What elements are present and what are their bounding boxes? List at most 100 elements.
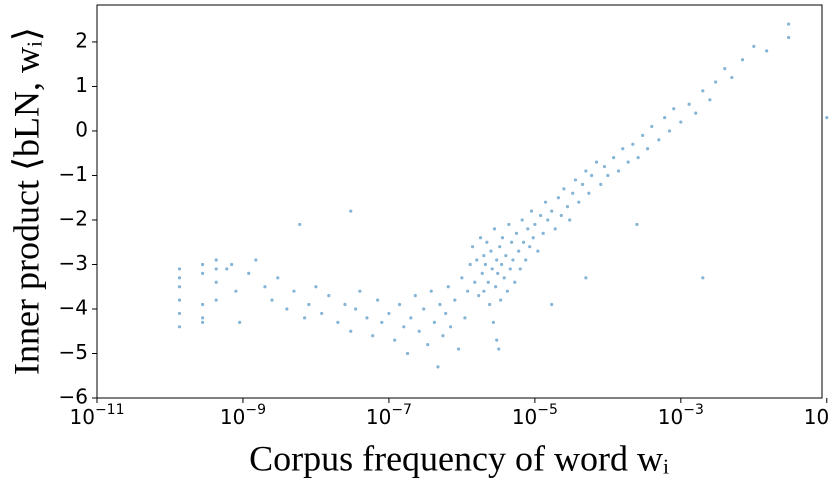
- point: [444, 311, 448, 316]
- point: [531, 236, 535, 240]
- y-tick-label: 2: [75, 28, 88, 52]
- point: [285, 307, 289, 311]
- point: [621, 147, 625, 151]
- point: [247, 271, 251, 275]
- point: [409, 316, 413, 320]
- point: [214, 258, 218, 262]
- point: [422, 307, 426, 311]
- point: [573, 178, 578, 182]
- point: [466, 289, 470, 293]
- point: [177, 285, 182, 289]
- point: [358, 289, 362, 293]
- point: [587, 191, 591, 195]
- point: [565, 205, 570, 209]
- point: [494, 285, 498, 289]
- x-tick-label: 10−5: [512, 402, 558, 429]
- point: [518, 267, 522, 271]
- point: [524, 258, 528, 262]
- x-tick-label: 10−11: [70, 402, 125, 429]
- y-tick-label: −1: [59, 162, 88, 186]
- point: [500, 236, 505, 240]
- point: [626, 160, 630, 164]
- point: [584, 276, 588, 280]
- point: [230, 262, 234, 267]
- point: [636, 156, 640, 160]
- y-tick-label: −2: [59, 206, 88, 230]
- point: [177, 267, 182, 271]
- point: [429, 289, 433, 293]
- point: [405, 351, 410, 356]
- point: [602, 164, 607, 169]
- y-tick-label: −6: [59, 385, 88, 409]
- point: [635, 222, 639, 227]
- point: [438, 302, 442, 307]
- point: [687, 102, 691, 106]
- point: [460, 276, 464, 280]
- point: [456, 347, 461, 351]
- point: [657, 138, 661, 142]
- x-tick-label: 10−9: [220, 402, 266, 429]
- point: [752, 44, 756, 48]
- y-axis-label: Inner product ⟨bLN, wᵢ⟩: [6, 27, 46, 375]
- point: [470, 245, 475, 249]
- point: [513, 280, 517, 284]
- point: [825, 116, 829, 120]
- point: [201, 320, 205, 324]
- point: [631, 142, 635, 146]
- point: [520, 218, 524, 222]
- point: [387, 311, 391, 316]
- point: [787, 35, 791, 40]
- point: [536, 249, 540, 253]
- y-tick-label: −4: [59, 295, 88, 319]
- point: [201, 262, 205, 267]
- point: [765, 49, 769, 53]
- point: [482, 289, 486, 293]
- point: [349, 209, 353, 213]
- point: [504, 253, 508, 258]
- point: [577, 200, 581, 204]
- point: [543, 200, 548, 204]
- point: [740, 58, 745, 62]
- point: [562, 187, 566, 191]
- point: [426, 342, 430, 347]
- point: [556, 196, 560, 200]
- point: [448, 325, 453, 329]
- point: [263, 285, 267, 289]
- point: [508, 267, 512, 271]
- point: [645, 147, 650, 151]
- point: [201, 271, 205, 275]
- point: [298, 222, 302, 227]
- point: [580, 182, 585, 186]
- plot-frame: [96, 4, 823, 399]
- point: [489, 249, 493, 253]
- point: [521, 240, 526, 244]
- point: [497, 347, 501, 351]
- point: [584, 169, 588, 173]
- point: [612, 156, 616, 160]
- point: [436, 365, 440, 369]
- point: [477, 294, 481, 298]
- point: [254, 258, 258, 262]
- point: [214, 280, 218, 284]
- point: [473, 280, 477, 284]
- y-tick-label: −3: [59, 251, 88, 275]
- point: [490, 267, 494, 271]
- point: [177, 325, 182, 329]
- point: [491, 320, 495, 324]
- point: [320, 311, 324, 316]
- point: [553, 227, 557, 231]
- point: [441, 334, 445, 338]
- point: [480, 271, 484, 275]
- point: [488, 302, 492, 307]
- point: [701, 89, 705, 93]
- point: [336, 320, 340, 324]
- y-tick-label: 1: [75, 73, 88, 97]
- point: [511, 258, 515, 262]
- point: [177, 276, 182, 280]
- point: [478, 236, 483, 240]
- x-tick-label: 10−3: [658, 402, 704, 429]
- point: [496, 271, 500, 275]
- point: [498, 245, 502, 249]
- point: [270, 298, 274, 302]
- point: [667, 129, 672, 133]
